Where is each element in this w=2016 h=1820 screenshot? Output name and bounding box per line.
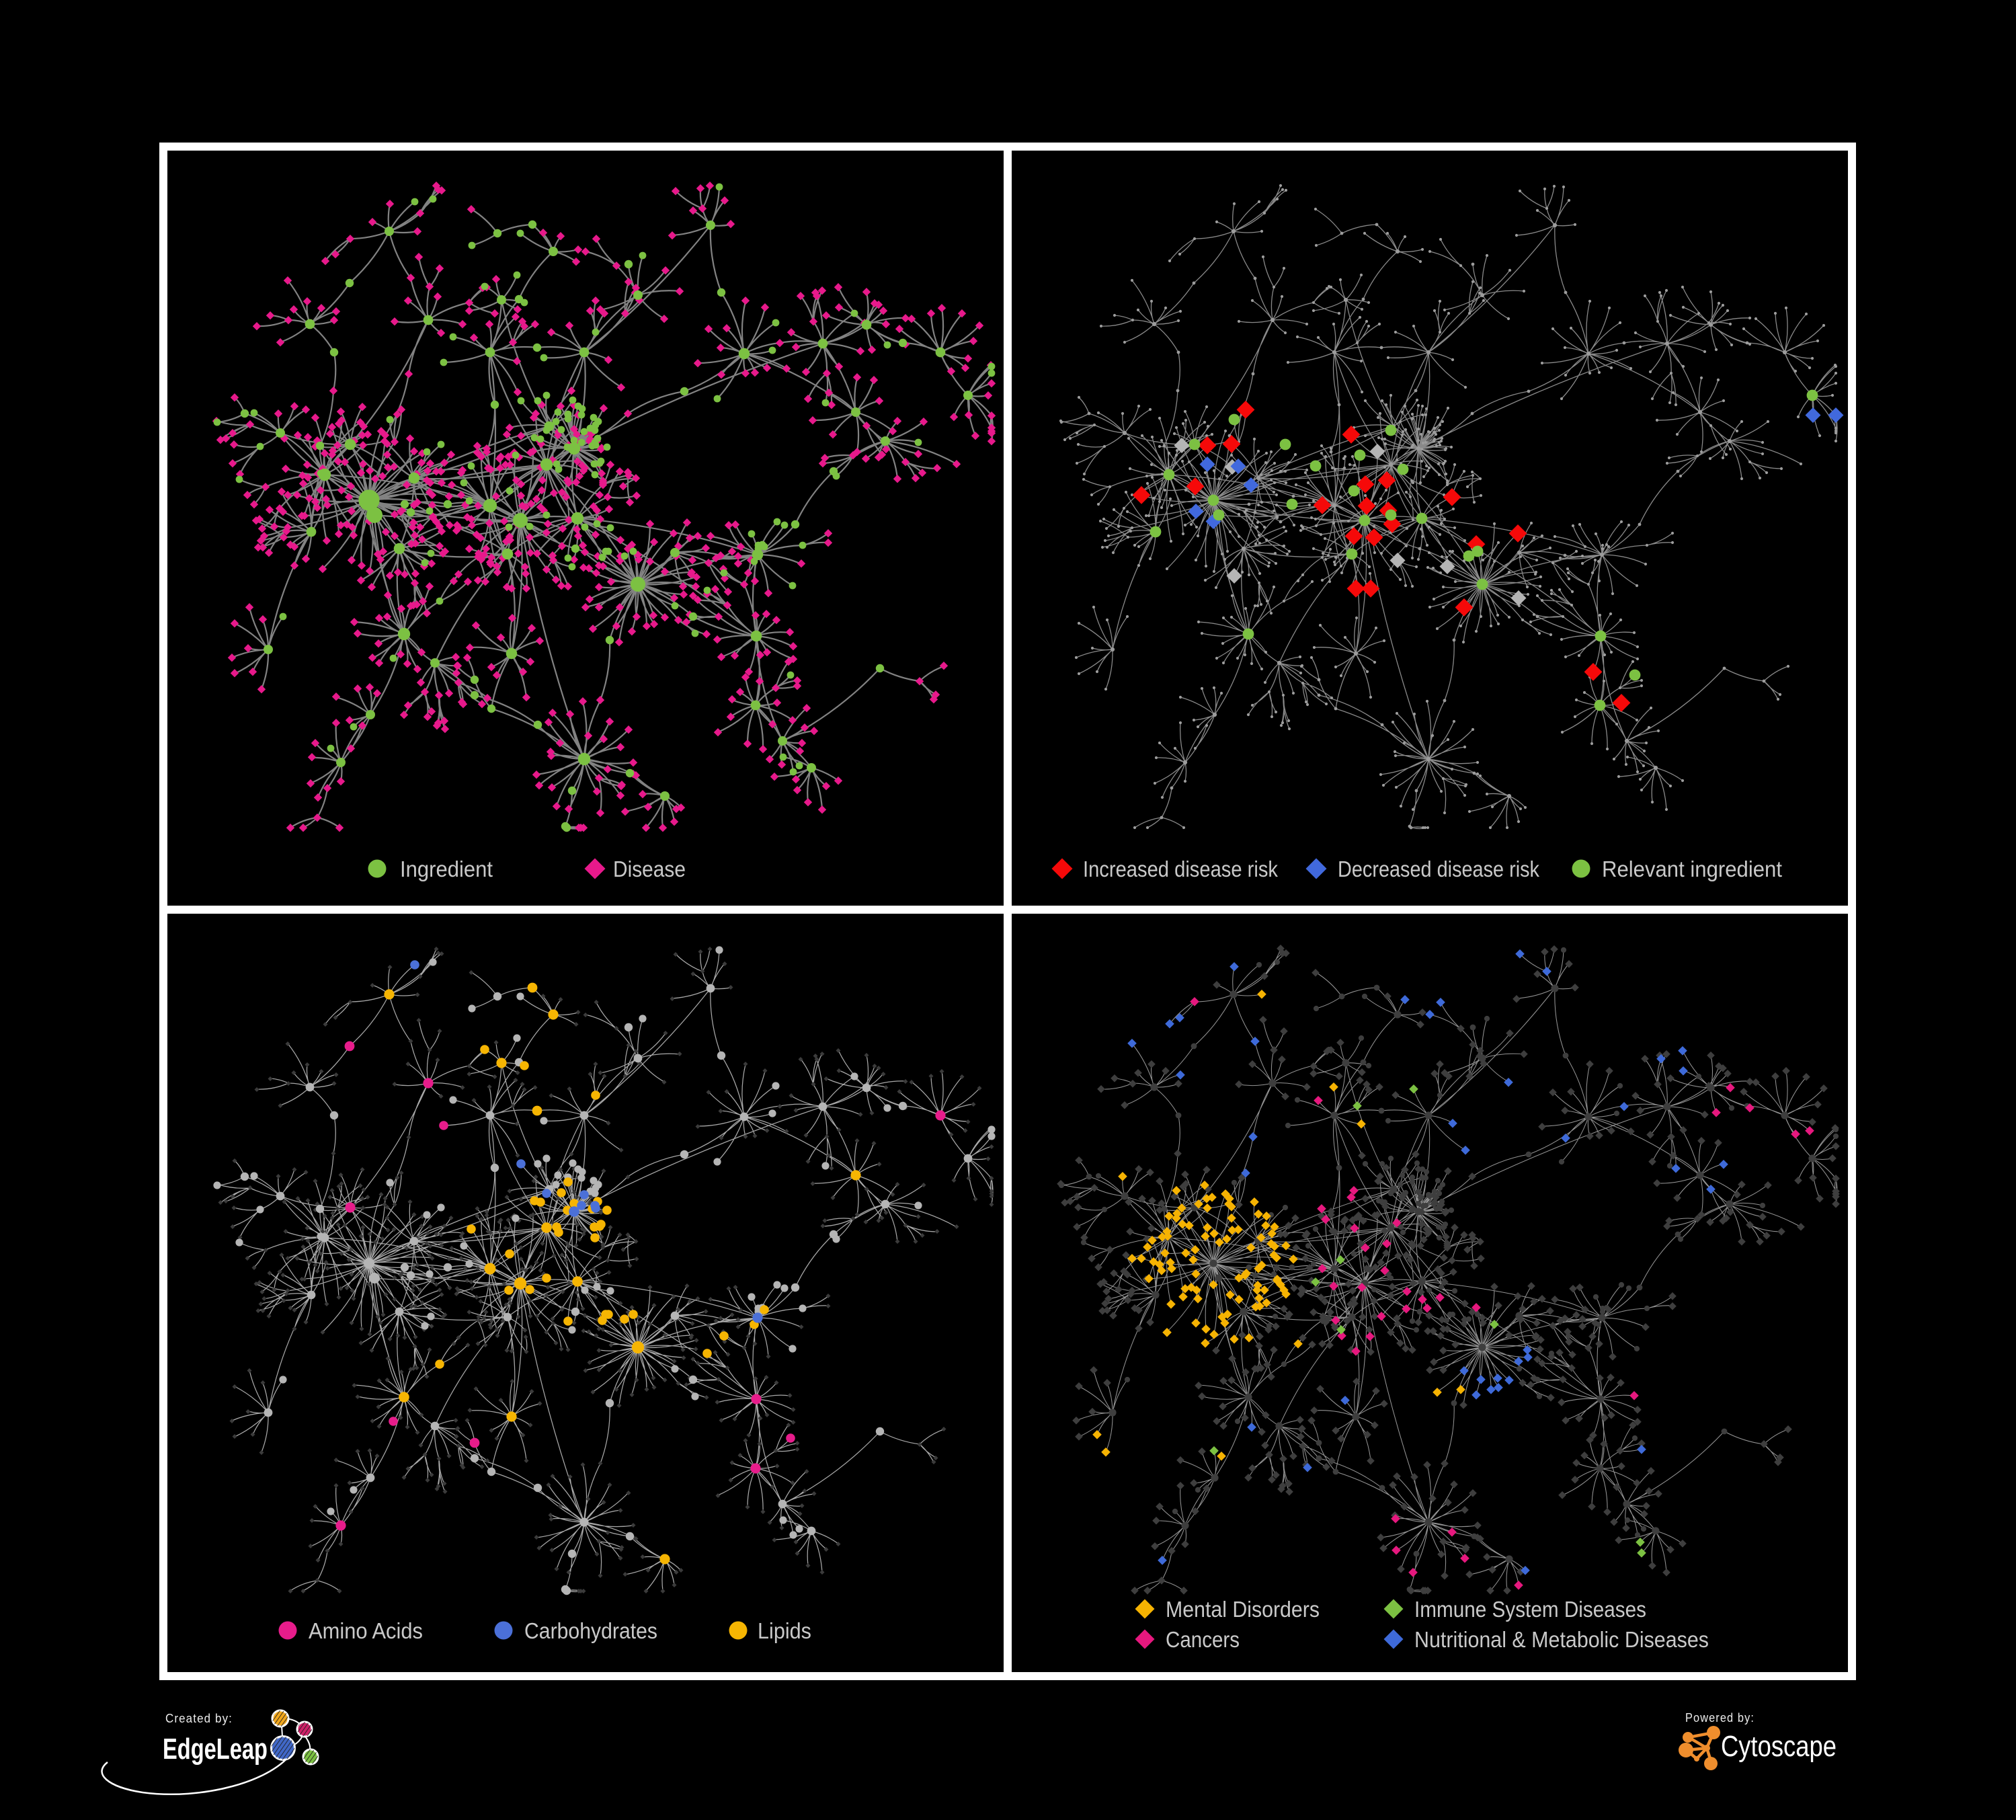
svg-text:Cytoscape: Cytoscape <box>1721 1730 1837 1763</box>
svg-text:Disease: Disease <box>613 857 686 881</box>
svg-text:Carbohydrates: Carbohydrates <box>524 1618 657 1643</box>
svg-text:Relevant ingredient: Relevant ingredient <box>1602 857 1782 881</box>
svg-text:Nutritional & Metabolic Diseas: Nutritional & Metabolic Diseases <box>1414 1627 1709 1652</box>
svg-text:Ingredient: Ingredient <box>400 857 493 881</box>
svg-text:Decreased disease risk: Decreased disease risk <box>1338 857 1539 881</box>
svg-text:Mental Disorders: Mental Disorders <box>1166 1597 1320 1622</box>
svg-text:Immune System Diseases: Immune System Diseases <box>1414 1597 1646 1622</box>
svg-text:Amino Acids: Amino Acids <box>309 1618 423 1643</box>
svg-text:EdgeLeap: EdgeLeap <box>163 1733 268 1766</box>
svg-text:Created by:: Created by: <box>165 1712 233 1725</box>
svg-text:Lipids: Lipids <box>758 1618 811 1643</box>
svg-text:Increased disease risk: Increased disease risk <box>1083 857 1278 881</box>
svg-text:Cancers: Cancers <box>1166 1627 1240 1652</box>
svg-text:Powered by:: Powered by: <box>1685 1711 1755 1725</box>
